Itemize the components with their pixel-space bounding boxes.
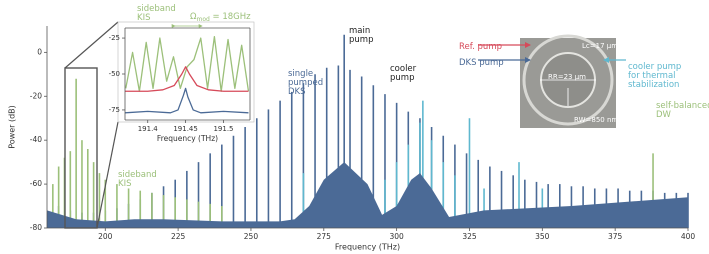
- spacing-label: Ωmod = 18GHz: [190, 12, 251, 23]
- annotation: single pumped DKS: [288, 69, 323, 97]
- annotation-line: pump: [349, 35, 373, 45]
- annotation-line: for thermal: [628, 71, 676, 81]
- x-tick-label: 300: [389, 232, 404, 241]
- annotation-line: DKS pump: [459, 58, 504, 68]
- x-axis-label: Frequency (THz): [335, 243, 400, 252]
- x-tick-label: 191.45: [173, 125, 198, 133]
- x-tick-label: 375: [608, 232, 623, 241]
- annotation-line: cooler: [390, 64, 417, 74]
- annotation-line: KIS: [118, 179, 131, 189]
- zoom-connector: [96, 121, 119, 229]
- y-tick-label: -25: [109, 34, 120, 42]
- x-tick-label: 350: [535, 232, 550, 241]
- y-tick-label: 0: [37, 47, 42, 56]
- y-tick-label: -40: [30, 135, 42, 144]
- inset-chart: 191.4 191.45 191.5 -25 -50 -75 Frequency (THz): [109, 21, 255, 143]
- y-tick-label: -80: [30, 223, 42, 232]
- image-label: RR=23 μm: [548, 73, 586, 81]
- subscript: mod: [197, 16, 211, 23]
- annotation-line: pump: [390, 73, 414, 83]
- annotation-line: main: [349, 26, 370, 36]
- x-tick-label: 250: [244, 232, 259, 241]
- annotation-line: pumped: [288, 78, 323, 88]
- x-tick-label: 275: [317, 232, 332, 241]
- y-tick-label: -20: [30, 91, 42, 100]
- x-tick-label: 200: [98, 232, 113, 241]
- annotation-line: single: [288, 69, 313, 79]
- value: = 18GHz: [210, 12, 251, 22]
- y-tick-label: -60: [30, 179, 42, 188]
- x-axis-label: Frequency (THz): [157, 134, 218, 143]
- image-label: RW=850 nm: [574, 116, 618, 124]
- main-chart: 200 225 250 275 300 325 350 375 400 0 -20 -40 -60 -80…: [8, 26, 696, 252]
- annotation: self-balanced DW: [656, 101, 709, 120]
- x-tick-label: 191.4: [138, 125, 159, 133]
- y-axis-label: Power (dB): [8, 105, 17, 149]
- y-tick-label: -75: [109, 106, 120, 114]
- y-tick-label: -50: [109, 70, 120, 78]
- x-tick-label: 225: [171, 232, 186, 241]
- x-tick-label: 400: [681, 232, 696, 241]
- annotation-line: self-balanced: [656, 101, 709, 111]
- plot-area: [124, 35, 250, 114]
- bus-waveguide: [522, 34, 614, 126]
- annotation-line: cooler pump: [628, 62, 681, 72]
- annotation: main pump: [349, 26, 373, 45]
- micrograph: [520, 34, 616, 128]
- annotation-line: DKS: [288, 87, 306, 97]
- spectrum-line: [124, 87, 249, 114]
- annotation: cooler pump: [390, 64, 417, 83]
- annotation: DKS pump: [459, 58, 504, 68]
- annotation-line: stabilization: [628, 80, 679, 90]
- spectrum-line: [125, 35, 250, 92]
- annotation-line: sideband: [137, 4, 176, 14]
- spectrum-line: [125, 66, 249, 92]
- inset-annotation: sideband KIS: [137, 4, 176, 23]
- annotation-line: KIS: [137, 13, 150, 23]
- zoom-box: [64, 67, 98, 229]
- x-tick-label: 191.5: [213, 125, 233, 133]
- annotation: Ref. pump: [459, 42, 502, 52]
- plot-area: [47, 34, 689, 228]
- image-label: Lc=17 μm: [582, 42, 618, 50]
- annotation-line: Ref. pump: [459, 42, 502, 52]
- annotation-line: DW: [656, 110, 672, 120]
- symbol: Ω: [190, 12, 197, 22]
- zoom-connector: [64, 21, 119, 69]
- annotation-line: sideband: [118, 170, 157, 180]
- x-tick-label: 325: [462, 232, 477, 241]
- noise-floor: [47, 162, 688, 228]
- annotation: cooler pump for thermal stabilization: [628, 62, 681, 90]
- annotation: sideband KIS: [118, 170, 157, 189]
